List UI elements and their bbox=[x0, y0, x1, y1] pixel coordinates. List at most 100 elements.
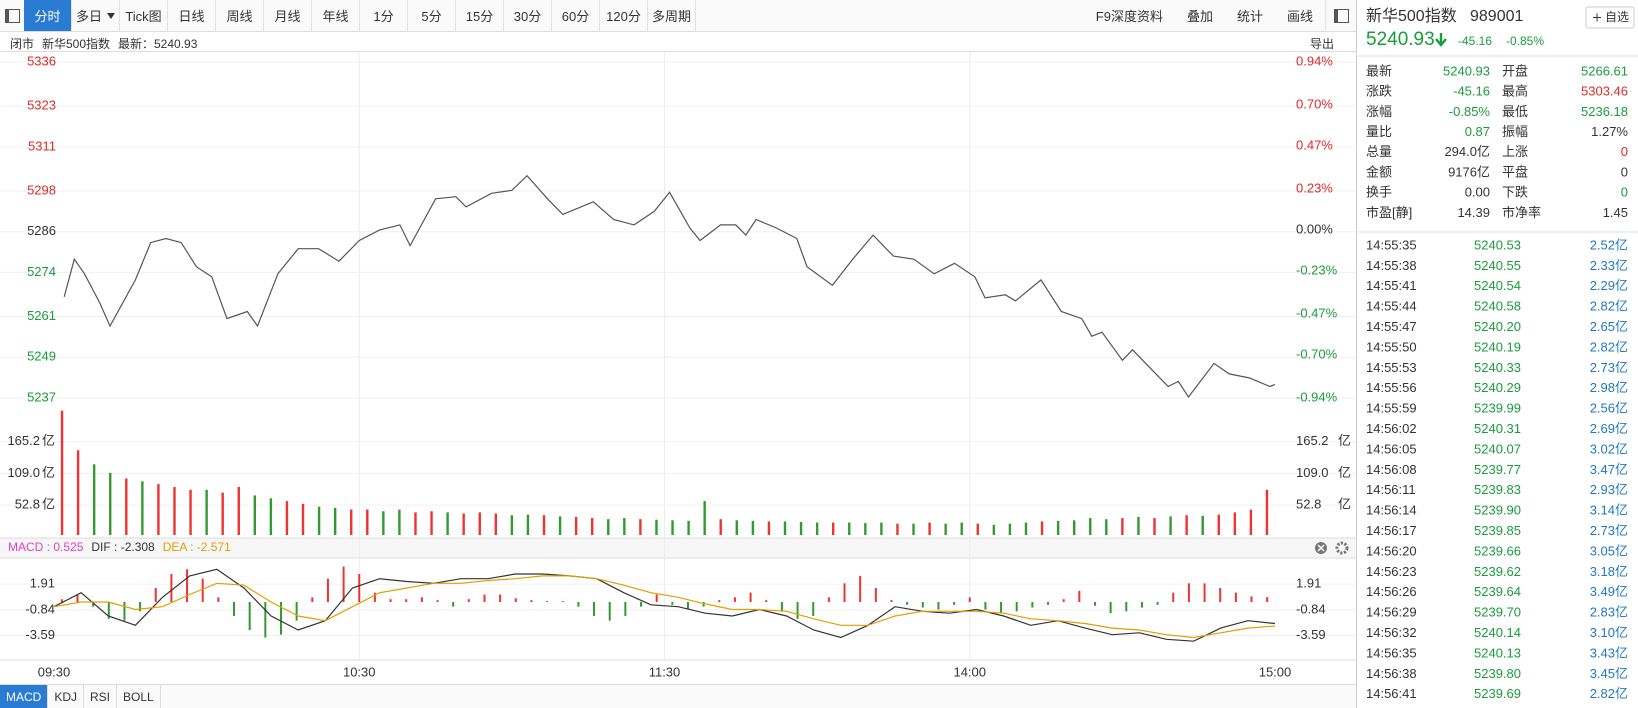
indicator-tab[interactable]: MACD bbox=[0, 685, 49, 708]
tool-button[interactable]: 统计 bbox=[1236, 9, 1263, 24]
volume-bar bbox=[703, 501, 706, 535]
volume-bar bbox=[1233, 512, 1237, 535]
volume-bar bbox=[1153, 518, 1156, 535]
y-tick-label: 5323 bbox=[27, 98, 56, 113]
trade-time: 14:55:59 bbox=[1366, 401, 1417, 416]
volume-bar bbox=[1105, 519, 1108, 535]
trade-price: 5239.80 bbox=[1474, 666, 1521, 681]
settings-icon[interactable] bbox=[1335, 541, 1349, 555]
quote-value: 0 bbox=[1621, 144, 1628, 159]
macd-bar bbox=[718, 600, 721, 602]
period-tab[interactable]: 分时 bbox=[24, 0, 72, 31]
y2-tick-label: 0.47% bbox=[1296, 137, 1333, 152]
volume-bar bbox=[1137, 516, 1140, 535]
period-tab[interactable]: 多周期 bbox=[648, 0, 696, 31]
y-tick-label: 5311 bbox=[28, 138, 56, 153]
x-tick-label: 11:30 bbox=[649, 664, 681, 679]
quote-value: 1.27% bbox=[1591, 124, 1628, 139]
trade-price: 5240.20 bbox=[1474, 319, 1521, 334]
macd-bar bbox=[170, 574, 173, 602]
macd-bar bbox=[906, 602, 909, 605]
y-tick-label: 52.8 bbox=[1296, 497, 1321, 512]
indicator-tab[interactable]: BOLL bbox=[117, 685, 161, 708]
y-tick-label: 5336 bbox=[27, 53, 56, 68]
watch-label[interactable]: 自选 bbox=[1605, 10, 1629, 24]
indicator-tab[interactable]: RSI bbox=[84, 685, 118, 708]
period-tab[interactable]: 周线 bbox=[216, 0, 264, 31]
volume-bar bbox=[366, 509, 369, 535]
volume-bar bbox=[1249, 509, 1253, 535]
volume-bar bbox=[574, 516, 578, 535]
trade-price: 5240.19 bbox=[1474, 339, 1521, 354]
trade-price: 5239.90 bbox=[1474, 503, 1521, 518]
volume-bar bbox=[141, 481, 144, 535]
trade-price: 5240.55 bbox=[1474, 258, 1521, 273]
volume-bar bbox=[751, 520, 755, 535]
volume-bar bbox=[944, 523, 947, 535]
trade-volume: 2.82亿 bbox=[1590, 339, 1628, 354]
volume-bar bbox=[1040, 521, 1044, 535]
quote-label: 市盈[静] bbox=[1366, 205, 1412, 220]
watch-button[interactable] bbox=[1585, 6, 1635, 29]
volume-bar bbox=[60, 410, 64, 535]
macd-bar bbox=[796, 602, 799, 619]
export-button[interactable]: 导出 bbox=[1310, 37, 1335, 51]
period-tab[interactable]: 15分 bbox=[456, 0, 504, 31]
period-tab[interactable]: 1分 bbox=[360, 0, 408, 31]
period-tab[interactable]: 月线 bbox=[264, 0, 312, 31]
trade-price: 5240.54 bbox=[1474, 278, 1521, 293]
volume-bar bbox=[398, 509, 401, 535]
tool-button[interactable]: 叠加 bbox=[1186, 9, 1213, 24]
macd-bar bbox=[968, 597, 971, 602]
trade-time: 14:56:38 bbox=[1366, 666, 1417, 681]
period-tab[interactable]: 多日 bbox=[72, 0, 120, 31]
volume-bar bbox=[1185, 515, 1188, 535]
period-tab[interactable]: 年线 bbox=[312, 0, 360, 31]
quote-label: 涨跌 bbox=[1366, 84, 1392, 99]
macd-bar bbox=[608, 602, 611, 621]
trade-price: 5240.31 bbox=[1474, 421, 1521, 436]
panel-toggle[interactable] bbox=[1325, 0, 1356, 31]
trade-time: 14:56:35 bbox=[1366, 645, 1417, 660]
indicator-tab[interactable]: KDJ bbox=[48, 685, 85, 708]
trade-volume: 2.82亿 bbox=[1590, 686, 1628, 701]
y-tick-unit: 亿 bbox=[42, 433, 55, 448]
volume-bar bbox=[173, 486, 176, 535]
macd-bar bbox=[671, 602, 674, 605]
period-tab[interactable]: 日线 bbox=[168, 0, 216, 31]
macd-bar bbox=[859, 575, 862, 602]
macd-bar bbox=[1187, 583, 1190, 602]
trade-price: 5240.14 bbox=[1474, 625, 1521, 640]
macd-bar bbox=[139, 602, 142, 612]
y2-tick-label: 0.94% bbox=[1296, 53, 1333, 68]
period-tab[interactable]: 30分 bbox=[504, 0, 552, 31]
quote-value: 9176亿 bbox=[1448, 164, 1490, 179]
period-tab[interactable]: Tick图 bbox=[120, 0, 168, 31]
quote-value: 5236.18 bbox=[1581, 104, 1628, 119]
macd-bar bbox=[921, 602, 924, 608]
trade-volume: 2.82亿 bbox=[1590, 299, 1628, 314]
x-tick-label: 10:30 bbox=[343, 664, 376, 679]
volume-bar bbox=[542, 515, 546, 535]
trade-time: 14:55:38 bbox=[1366, 258, 1417, 273]
quote-label: 下跌 bbox=[1502, 185, 1528, 200]
volume-bar bbox=[735, 520, 738, 535]
quote-label: 换手 bbox=[1366, 185, 1392, 200]
period-tab[interactable]: 5分 bbox=[408, 0, 456, 31]
macd-bar bbox=[812, 602, 815, 616]
volume-bar bbox=[783, 521, 787, 535]
y-tick-label: 52.8 bbox=[15, 497, 40, 512]
period-tab[interactable]: 120分 bbox=[600, 0, 648, 31]
period-tab[interactable]: 60分 bbox=[552, 0, 600, 31]
macd-bar bbox=[405, 599, 408, 602]
macd-bar bbox=[561, 601, 564, 602]
tool-button[interactable]: 画线 bbox=[1286, 9, 1313, 24]
sidebar-toggle[interactable] bbox=[0, 0, 24, 31]
macd-bar bbox=[123, 602, 126, 621]
volume-bar bbox=[1121, 518, 1124, 535]
indicator-legend: DEA : -2.571 bbox=[163, 540, 231, 554]
quote-label: 上涨 bbox=[1502, 144, 1528, 159]
tool-button[interactable]: F9深度资料 bbox=[1095, 9, 1163, 24]
plus-icon bbox=[1593, 13, 1601, 22]
